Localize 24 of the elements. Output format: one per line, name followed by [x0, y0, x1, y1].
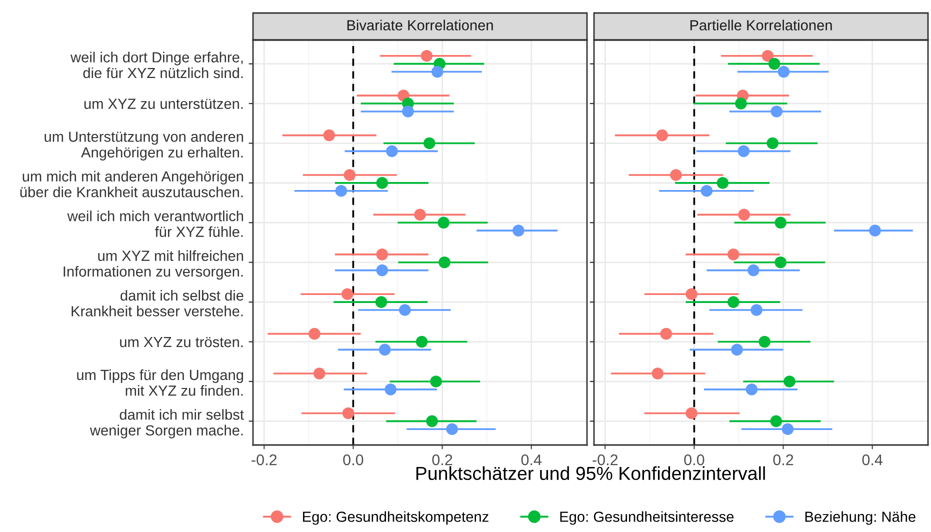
x-tick-label: 0.2: [773, 454, 794, 466]
y-tick-label: weil ich dort Dinge erfahre, die für XYZ nützlich sind.: [70, 52, 243, 78]
y-tick-label: um XYZ zu unterstützen.: [84, 98, 243, 109]
y-tick-label: um XYZ mit hilfreichen Informationen zu versorgen.: [64, 250, 244, 280]
x-tick-label: -0.2: [252, 454, 277, 466]
y-tick-label: damit ich mir selbst weniger Sorgen mache.: [90, 409, 244, 438]
chart-title: Partielle Korrelationen: [690, 20, 832, 30]
y-tick-label: um mich mit anderen Angehörigen über die Krankheit auszutauschen.: [20, 170, 244, 198]
y-tick-label: um Tipps für den Umgang mit XYZ zu finden.: [77, 369, 244, 396]
x-axis-title: Punktschätzer und 95% Konfidenzintervall: [416, 466, 765, 480]
chart-title: Bivariate Korrelationen: [347, 20, 493, 30]
x-tick-label: 0.0: [343, 454, 364, 466]
y-tick-label: damit ich selbst die Krankheit besser verstehe.: [72, 290, 244, 316]
y-tick-label: weil ich mich verantwortlich für XYZ fühle.: [67, 210, 244, 237]
y-tick-label: um XYZ zu trösten.: [120, 337, 243, 348]
y-tick-label: um Unterstützung von anderen Angehörigen zu erhalten.: [44, 131, 244, 160]
legend-label: Ego: Gesundheitsinteresse: [560, 511, 734, 525]
legend-label: Ego: Gesundheitskompetenz: [303, 511, 488, 525]
x-tick-label: -0.2: [592, 454, 618, 466]
x-tick-label: 0.4: [521, 454, 542, 466]
legend-label: Beziehung: Nähe: [805, 511, 916, 525]
x-tick-label: 0.0: [684, 454, 704, 466]
x-tick-label: 0.2: [432, 454, 452, 466]
x-tick-label: 0.4: [862, 454, 883, 466]
